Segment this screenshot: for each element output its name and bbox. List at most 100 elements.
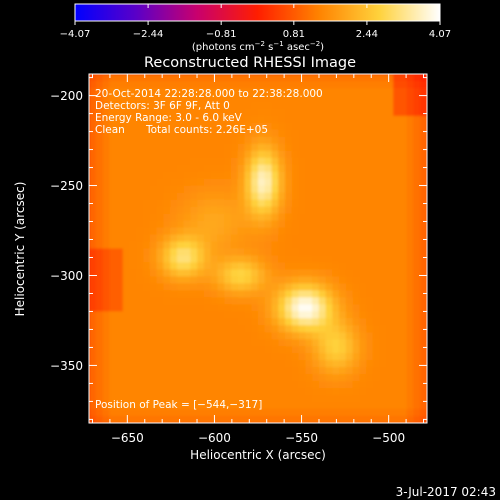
heatmap-cell [339,388,347,396]
heatmap-cell [393,262,401,271]
heatmap-cell [190,199,198,208]
heatmap-cell [352,206,360,215]
heatmap-cell [136,80,144,89]
heatmap-cell [136,416,144,423]
heatmap-cell [217,304,225,312]
heatmap-cell [305,311,313,319]
heatmap-cell [109,353,117,361]
heatmap-cell [325,136,333,145]
heatmap-cell [393,241,401,250]
heatmap-cell [325,367,333,375]
heatmap-cell [332,248,340,257]
heatmap-cell [203,241,212,250]
heatmap-cell [95,101,104,110]
heatmap-cell [399,129,408,138]
heatmap-cell [176,143,185,152]
heatmap-cell [258,171,266,180]
heatmap-cell [386,213,394,222]
heatmap-cell [332,115,340,124]
heatmap-cell [298,94,306,103]
heatmap-cell [291,74,300,82]
heatmap-cell [264,325,273,333]
heatmap-cell [136,199,144,208]
heatmap-cell [386,283,394,291]
heatmap-cell [224,339,232,347]
heatmap-cell [190,115,198,124]
heatmap-cell [420,409,427,417]
heatmap-cell [325,241,333,250]
heatmap-cell [406,409,415,417]
heatmap-cell [406,164,415,173]
heatmap-cell [109,199,117,208]
heatmap-cell [224,220,232,229]
heatmap-cell [136,241,144,250]
heatmap-cell [251,80,259,89]
heatmap-cell [143,213,151,222]
heatmap-cell [332,171,340,180]
heatmap-cell [163,164,171,173]
heatmap-cell [291,255,300,264]
heatmap-cell [122,74,131,82]
heatmap-cell [332,360,340,368]
heatmap-cell [136,171,144,180]
heatmap-cell [372,234,381,243]
heatmap-cell [325,129,333,138]
heatmap-cell [203,290,212,298]
heatmap-cell [197,255,205,264]
heatmap-cell [393,157,401,166]
heatmap-cell [251,234,259,243]
heatmap-cell [176,171,185,180]
heatmap-cell [332,185,340,194]
heatmap-cell [203,262,212,271]
heatmap-cell [332,241,340,250]
heatmap-cell [366,402,374,410]
heatmap-cell [89,129,97,138]
heatmap-cell [176,402,185,410]
heatmap-cell [244,206,252,215]
heatmap-cell [332,136,340,145]
heatmap-cell [203,297,212,305]
heatmap-cell [420,395,427,403]
heatmap-cell [366,80,374,89]
heatmap-cell [312,213,320,222]
heatmap-cell [136,206,144,215]
heatmap-cell [339,304,347,312]
heatmap-cell [176,339,185,347]
heatmap-cell [156,339,164,347]
heatmap-cell [251,402,259,410]
heatmap-cell [352,388,360,396]
heatmap-cell [305,304,313,312]
heatmap-cell [318,339,327,347]
heatmap-cell [136,74,144,82]
heatmap-cell [109,185,117,194]
heatmap-cell [149,402,158,410]
heatmap-cell [224,332,232,340]
heatmap-cell [312,395,320,403]
heatmap-cell [102,290,110,298]
heatmap-cell [291,94,300,103]
heatmap-cell [298,136,306,145]
heatmap-cell [143,164,151,173]
heatmap-cell [95,304,104,312]
heatmap-cell [136,143,144,152]
heatmap-cell [420,367,427,375]
heatmap-cell [258,101,266,110]
heatmap-cell [95,185,104,194]
heatmap-cell [224,206,232,215]
heatmap-cell [156,178,164,187]
heatmap-cell [95,360,104,368]
heatmap-cell [413,115,421,124]
heatmap-cell [379,80,388,89]
heatmap-cell [183,381,191,389]
heatmap-cell [163,241,171,250]
heatmap-cell [109,136,117,145]
heatmap-cell [278,297,286,305]
heatmap-cell [176,87,185,96]
heatmap-cell [89,171,97,180]
heatmap-cell [224,74,232,82]
heatmap-cell [420,318,427,326]
heatmap-cell [163,108,171,117]
heatmap-cell [129,269,137,278]
heatmap-cell [210,101,219,110]
heatmap-cell [251,122,259,131]
